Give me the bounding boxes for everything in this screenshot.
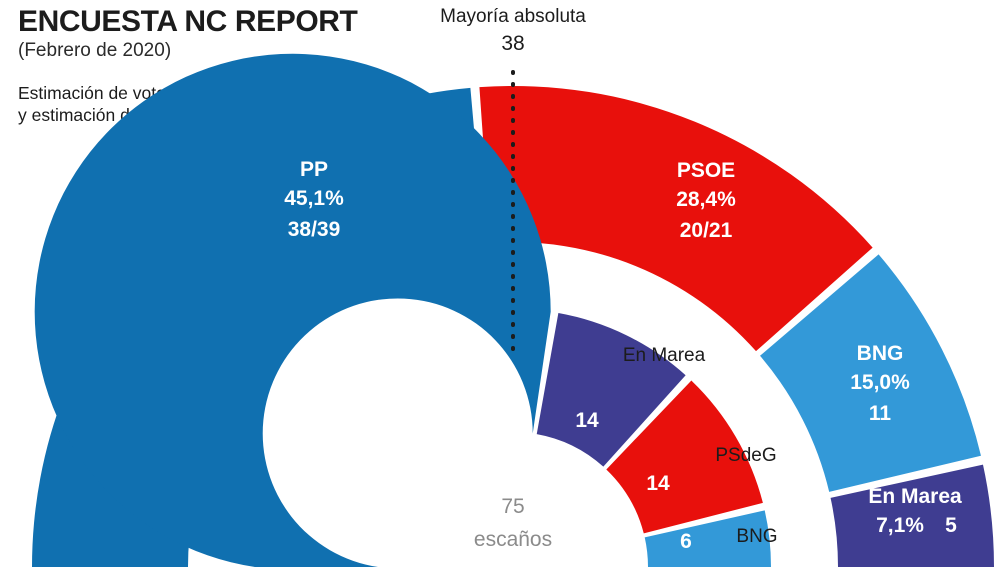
outer-label-bng-seats: 11 <box>869 402 892 425</box>
inner-segment-en-marea[interactable] <box>536 313 686 467</box>
outer-label-bng-party: BNG <box>857 342 904 365</box>
center-total: 75 <box>501 495 524 518</box>
outer-label-psoe-seats: 20/21 <box>680 219 733 242</box>
outer-label-bng-percent: 15,0% <box>850 371 910 394</box>
outer-label-bng: BNG 15,0% 11 <box>850 342 910 425</box>
inner-segment-psdeg[interactable] <box>606 380 763 534</box>
outer-label-en-marea-percent: 7,1% <box>876 514 924 537</box>
callout-label-en-marea: En Marea <box>623 345 706 366</box>
outer-label-psoe: PSOE 28,4% 20/21 <box>676 159 736 242</box>
callout-label-bng: BNG <box>736 526 777 547</box>
outer-segment-bng[interactable] <box>760 254 981 492</box>
outer-label-en-marea: En Marea 7,1% 5 <box>868 485 962 537</box>
outer-label-pp: PP 45,1% 38/39 <box>284 158 344 241</box>
inner-segment-pp[interactable] <box>34 53 551 567</box>
outer-label-psoe-percent: 28,4% <box>676 188 736 211</box>
outer-label-pp-percent: 45,1% <box>284 187 344 210</box>
page-subtitle: (Febrero de 2020) <box>18 39 172 61</box>
outer-label-pp-party: PP <box>300 158 328 181</box>
callout-label-psdeg: PSdeG <box>715 445 776 466</box>
outer-label-en-marea-seats: 5 <box>945 514 957 537</box>
outer-label-pp-seats: 38/39 <box>288 218 341 241</box>
page-title: ENCUESTA NC REPORT <box>18 5 358 38</box>
majority-label: Mayoría absoluta <box>440 6 586 27</box>
inner-label-en-marea-seats: 14 <box>575 409 599 432</box>
inner-label-pp-seats: 41 <box>359 522 383 545</box>
inner-segment-bng[interactable] <box>644 510 771 567</box>
inner-ring <box>34 53 771 567</box>
center-total-unit: escaños <box>474 528 552 551</box>
header-block: ENCUESTA NC REPORT (Febrero de 2020) <box>18 6 418 62</box>
outer-segment-en-marea[interactable] <box>830 464 994 567</box>
majority-value: 38 <box>501 32 524 55</box>
inner-label-pp: PP 41 <box>357 485 385 545</box>
outer-segment-psoe[interactable] <box>479 86 873 352</box>
inner-label-bng-seats: 6 <box>680 530 692 553</box>
inner-label-psdeg-seats: 14 <box>646 472 670 495</box>
outer-label-psoe-party: PSOE <box>677 159 735 182</box>
outer-label-en-marea-party: En Marea <box>868 485 962 508</box>
inner-label-pp-party: PP <box>357 485 385 508</box>
